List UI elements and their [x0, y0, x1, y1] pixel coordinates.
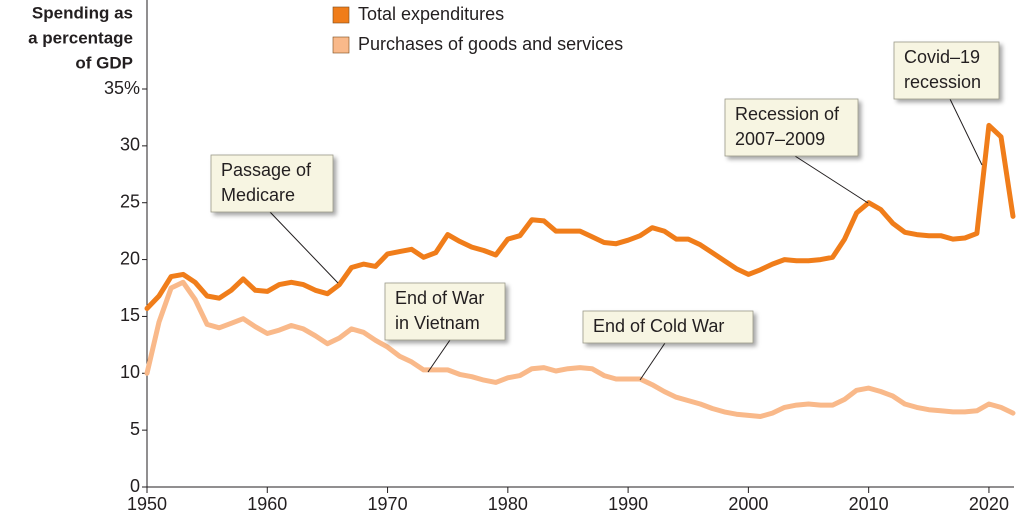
- legend-label: Total expenditures: [358, 4, 504, 24]
- y-axis-label: a percentage: [28, 28, 133, 47]
- annotation-text: Recession of: [735, 104, 840, 124]
- y-tick-label: 10: [120, 362, 140, 382]
- annotation-box: [582, 310, 754, 344]
- annotation-leader: [794, 155, 869, 204]
- annotation-text: in Vietnam: [395, 313, 480, 333]
- legend-swatch: [332, 6, 350, 24]
- annotation-leader: [269, 211, 339, 284]
- y-axis-label: Spending as: [32, 3, 133, 22]
- annotation-text: 2007–2009: [735, 129, 825, 149]
- annotation-leader: [639, 342, 666, 381]
- y-tick-label: 30: [120, 135, 140, 155]
- data-line: [144, 279, 1016, 419]
- annotation-text: recession: [904, 72, 981, 92]
- annotation-text: Passage of: [221, 160, 312, 180]
- annotation-leader: [949, 98, 983, 166]
- annotation-text: Medicare: [221, 185, 295, 205]
- legend-label: Purchases of goods and services: [358, 34, 623, 54]
- y-tick-label: 0: [130, 476, 140, 496]
- annotation-text: End of War: [395, 288, 484, 308]
- x-tick-label: 1990: [608, 494, 648, 514]
- annotation-box: [384, 282, 506, 341]
- annotation-box: [210, 154, 334, 213]
- annotation-text: End of Cold War: [593, 316, 724, 336]
- x-tick-label: 1960: [247, 494, 287, 514]
- data-line: [144, 122, 1016, 311]
- x-tick-label: 1950: [127, 494, 167, 514]
- x-tick-label: 1980: [488, 494, 528, 514]
- annotation-leader: [427, 339, 451, 373]
- annotation-text: Covid–19: [904, 47, 980, 67]
- x-tick-label: 2010: [849, 494, 889, 514]
- x-tick-label: 1970: [368, 494, 408, 514]
- y-tick-label: 15: [120, 305, 140, 325]
- x-tick-label: 2000: [728, 494, 768, 514]
- annotation-box: [724, 98, 859, 157]
- y-tick-label: 25: [120, 191, 140, 211]
- annotation-box: [893, 41, 1000, 100]
- y-tick-label: 20: [120, 248, 140, 268]
- legend-swatch: [332, 36, 350, 54]
- y-tick-label: 35%: [104, 78, 140, 98]
- y-axis-label: of GDP: [75, 53, 133, 72]
- x-tick-label: 2020: [969, 494, 1009, 514]
- y-tick-label: 5: [130, 419, 140, 439]
